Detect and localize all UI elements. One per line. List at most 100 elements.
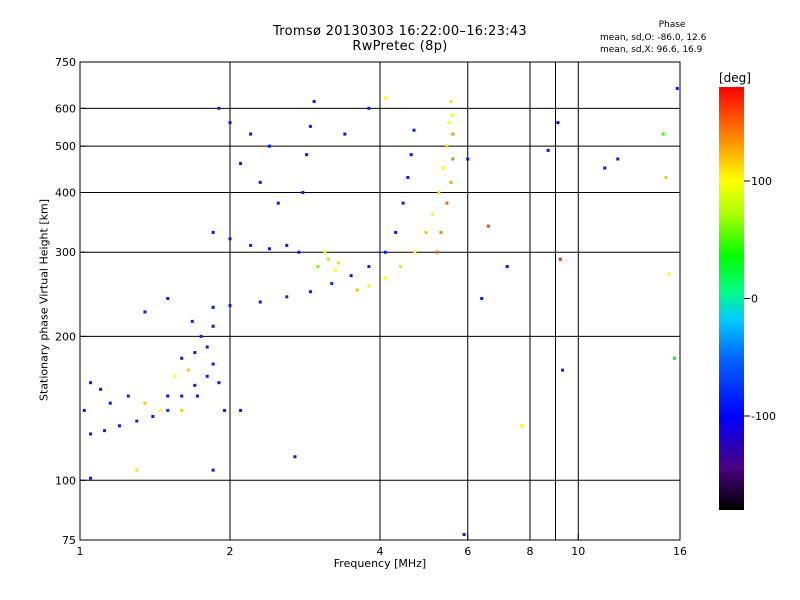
echo-point	[308, 124, 312, 128]
echo-point	[445, 144, 449, 148]
echo-point	[205, 374, 209, 378]
echo-point	[267, 247, 271, 251]
echo-point	[180, 356, 184, 360]
x-tick-label: 4	[377, 545, 384, 558]
echo-point	[447, 121, 451, 125]
echo-point	[308, 290, 312, 294]
echo-point	[293, 455, 297, 459]
echo-point	[199, 334, 203, 338]
echo-point	[180, 394, 184, 398]
echo-point	[520, 424, 524, 428]
echo-point	[99, 387, 103, 391]
echo-point	[151, 414, 155, 418]
echo-point	[135, 468, 139, 472]
colorbar-unit-label: [deg]	[719, 71, 751, 85]
echo-point	[462, 533, 466, 537]
x-tick-label: 2	[227, 545, 234, 558]
echo-point	[449, 100, 453, 104]
echo-point	[399, 265, 403, 269]
echo-point	[441, 166, 445, 170]
echo-point	[190, 319, 194, 323]
phase-colorbar	[719, 87, 744, 510]
echo-point	[193, 351, 197, 355]
echo-point	[205, 345, 209, 349]
echo-point	[297, 250, 301, 254]
echo-point	[451, 157, 455, 161]
echo-point	[285, 295, 289, 299]
echo-point	[349, 274, 353, 278]
echo-point	[217, 381, 221, 385]
echo-point	[211, 305, 215, 309]
colorbar-tick-label: 100	[751, 175, 772, 188]
echo-point	[394, 230, 398, 234]
echo-point	[561, 368, 565, 372]
echo-point	[355, 288, 359, 292]
echo-point	[166, 297, 170, 301]
echo-point	[173, 374, 177, 378]
echo-point	[211, 324, 215, 328]
echo-point	[158, 408, 162, 412]
echo-point	[126, 394, 130, 398]
echo-point	[301, 190, 305, 194]
echo-point	[135, 419, 139, 423]
echo-point	[103, 429, 107, 433]
echo-point	[89, 476, 93, 480]
echo-point	[239, 408, 243, 412]
echo-point	[675, 87, 679, 91]
echo-point	[480, 297, 484, 301]
echo-point	[603, 166, 607, 170]
echo-point	[449, 180, 453, 184]
echo-point	[211, 230, 215, 234]
x-tick-label: 10	[571, 545, 585, 558]
echo-point	[239, 161, 243, 165]
echo-point	[451, 132, 455, 136]
echo-point	[330, 282, 334, 286]
echo-point	[143, 310, 147, 314]
phase-stat-x-mode: mean, sd,X: 96.6, 16.9	[600, 45, 703, 55]
echo-point	[546, 148, 550, 152]
echo-point	[312, 100, 316, 104]
y-tick-label: 750	[55, 56, 76, 69]
x-tick-label: 6	[464, 545, 471, 558]
echo-point	[437, 190, 441, 194]
x-tick-label: 8	[527, 545, 534, 558]
echo-point	[333, 268, 337, 272]
echo-point	[412, 128, 416, 132]
echo-point	[228, 237, 232, 241]
echo-point	[323, 250, 327, 254]
echo-point	[439, 230, 443, 234]
echo-point	[186, 368, 190, 372]
echo-point	[401, 201, 405, 205]
echo-point	[424, 230, 428, 234]
echo-point	[108, 401, 112, 405]
echo-point	[661, 132, 665, 136]
echo-point	[267, 144, 271, 148]
echo-point	[211, 468, 215, 472]
echo-point	[667, 272, 671, 276]
echo-point	[367, 284, 371, 288]
echo-point	[193, 383, 197, 387]
echo-point	[89, 381, 93, 385]
x-tick-label: 1	[77, 545, 84, 558]
echo-point	[180, 408, 184, 412]
echo-point	[486, 224, 490, 228]
phase-stat-o-mode: mean, sd,O: -86.0, 12.6	[600, 33, 707, 43]
echo-point	[143, 401, 147, 405]
echo-point	[211, 362, 215, 366]
echo-point	[336, 261, 340, 265]
echo-point	[558, 257, 562, 261]
echo-point	[435, 250, 439, 254]
echo-point	[117, 424, 121, 428]
echo-point	[166, 408, 170, 412]
y-tick-label: 300	[55, 246, 76, 259]
chart-title: Tromsø 20130303 16:22:00–16:23:43	[272, 24, 528, 39]
echo-point	[223, 408, 227, 412]
y-tick-label: 600	[55, 102, 76, 115]
chart-subtitle: RwPretec (8p)	[352, 39, 448, 54]
echo-point	[343, 132, 347, 136]
echo-point	[249, 243, 253, 247]
echo-point	[450, 113, 454, 117]
echo-point	[383, 250, 387, 254]
echo-point	[249, 132, 253, 136]
